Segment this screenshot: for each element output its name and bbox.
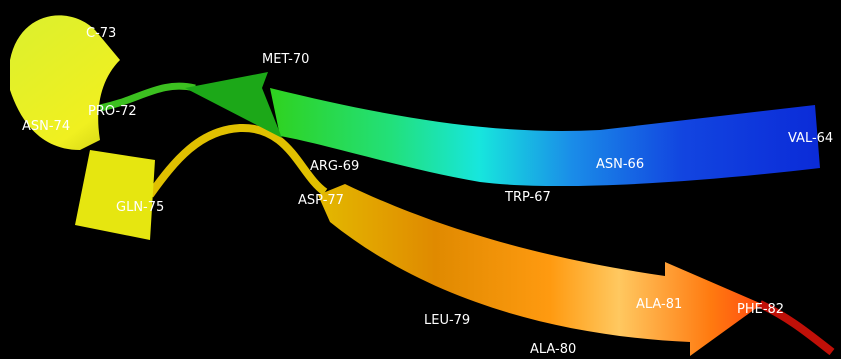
residue-label: C-73 (86, 26, 116, 41)
residue-label: TRP-67 (504, 190, 551, 205)
residue-label: VAL-64 (788, 131, 833, 146)
residue-label: ASP-77 (298, 193, 344, 208)
residue-label: ASN-66 (596, 157, 644, 172)
residue-label: PRO-72 (88, 104, 137, 119)
residue-label: GLN-75 (116, 200, 164, 215)
residue-label: ASN-74 (22, 119, 70, 134)
protein-view: C-73 MET-70 PRO-72 ASN-74 ARG-69 ASP-77 GLN-75… (0, 0, 841, 359)
residue-label: ALA-80 (530, 342, 576, 357)
page: C-73 MET-70 PRO-72 ASN-74 ARG-69 ASP-77 GLN-75… (0, 0, 841, 359)
residue-label: PHE-82 (737, 302, 784, 317)
residue-label: LEU-79 (424, 313, 470, 328)
residue-label: ARG-69 (310, 159, 359, 174)
ribbons (10, 15, 832, 356)
residue-label: ALA-81 (636, 297, 682, 312)
residue-label: MET-70 (262, 52, 309, 67)
